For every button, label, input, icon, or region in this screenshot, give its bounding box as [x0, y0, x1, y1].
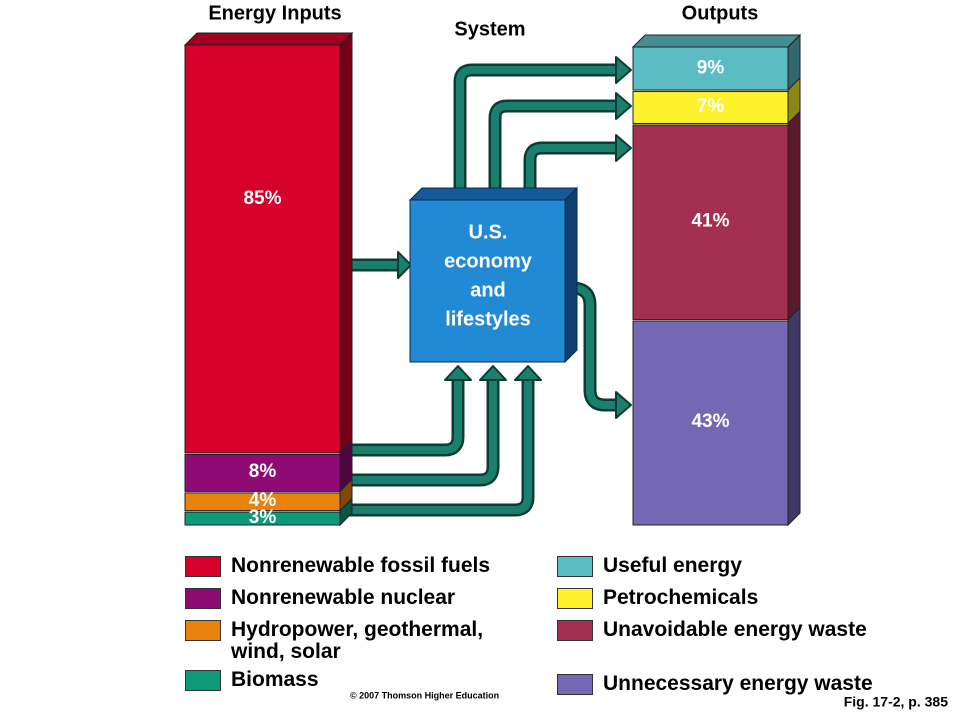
legend-label: Useful energy — [603, 554, 742, 577]
segment-bar — [632, 46, 789, 91]
legend-item: Nonrenewable nuclear — [185, 587, 521, 609]
system-box — [408, 186, 579, 364]
legend-swatch — [557, 556, 593, 577]
legend-item: Unavoidable energy waste — [557, 619, 893, 641]
segment: 9% — [631, 33, 802, 92]
segment-bar — [184, 511, 341, 526]
legend-swatch — [185, 620, 221, 641]
segment-label: 7% — [697, 96, 725, 117]
segment: 4% — [184, 478, 353, 512]
legend-item: Nonrenewable fossil fuels — [185, 555, 521, 577]
legend-label: Biomass — [231, 668, 319, 691]
legend-label: Unnecessary energy waste — [603, 672, 873, 695]
segment: 43% — [632, 306, 801, 527]
segment-label: 9% — [697, 58, 725, 79]
legend-swatch — [185, 556, 221, 577]
segment: 3% — [184, 497, 353, 528]
segment-label: 4% — [249, 490, 277, 511]
legend-label: Hydropower, geothermal, wind, solar — [231, 618, 484, 663]
legend-item: Useful energy — [557, 555, 893, 577]
segment: 41% — [632, 110, 801, 321]
system-label: lifestyles — [445, 308, 531, 330]
segment-bar — [632, 124, 789, 320]
segment-bar — [184, 454, 341, 492]
legend-swatch — [557, 674, 593, 695]
segment-label: 8% — [249, 461, 277, 482]
legend-label: Nonrenewable nuclear — [231, 586, 456, 609]
legend-swatch — [185, 670, 221, 691]
segment-top — [183, 32, 354, 46]
legend-item: Unnecessary energy waste — [557, 673, 893, 695]
legend-swatch — [557, 588, 593, 609]
segment-label: 41% — [691, 210, 729, 231]
legend-swatch — [557, 620, 593, 641]
system-label: economy — [444, 250, 533, 272]
segment-bar — [632, 320, 789, 526]
legend-label: Petrochemicals — [603, 586, 759, 609]
system-header: System — [454, 18, 525, 40]
segment-side — [339, 31, 353, 455]
segment-label: 43% — [691, 411, 729, 432]
segment-bar — [184, 44, 341, 454]
legend-label: Nonrenewable fossil fuels — [231, 554, 491, 577]
segment-top — [631, 34, 802, 48]
segment: 8% — [184, 439, 353, 493]
legend-item: Hydropower, geothermal, wind, solar — [185, 619, 521, 663]
inputs-header: Energy Inputs — [208, 2, 341, 24]
segment-side — [787, 110, 801, 321]
legend-label: Unavoidable energy waste — [603, 618, 867, 641]
system-label: and — [470, 279, 506, 301]
system-label: U.S. — [469, 221, 508, 243]
legend-item: Biomass — [185, 669, 521, 691]
segment: 7% — [632, 76, 801, 125]
legend-swatch — [185, 588, 221, 609]
segment: 85% — [183, 31, 354, 455]
copyright: © 2007 Thomson Higher Education — [350, 690, 499, 700]
figure-ref: Fig. 17-2, p. 385 — [844, 694, 948, 710]
legend-item: Petrochemicals — [557, 587, 893, 609]
outputs-header: Outputs — [682, 2, 759, 24]
segment-label: 85% — [243, 188, 281, 209]
segment-side — [787, 306, 801, 527]
segment-label: 3% — [249, 507, 277, 528]
segment-bar — [632, 91, 789, 124]
arrows — [347, 56, 632, 517]
segment-bar — [184, 492, 341, 512]
